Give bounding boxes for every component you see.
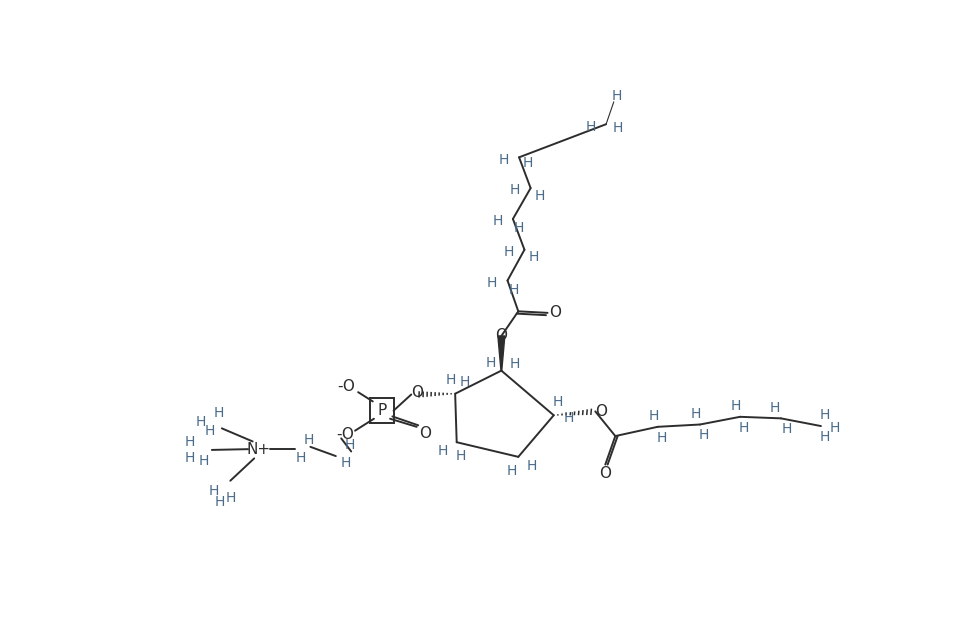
Text: H: H <box>438 444 448 459</box>
Text: H: H <box>770 400 780 415</box>
Text: P: P <box>378 403 386 418</box>
Text: -O: -O <box>338 378 355 394</box>
Text: H: H <box>341 456 351 470</box>
Text: H: H <box>215 495 226 509</box>
Text: H: H <box>295 451 306 465</box>
Text: H: H <box>344 438 355 452</box>
Text: O: O <box>595 404 607 419</box>
Text: H: H <box>586 119 595 133</box>
Text: H: H <box>510 357 521 371</box>
Text: H: H <box>498 153 509 167</box>
Text: H: H <box>819 430 830 444</box>
Text: O: O <box>412 386 423 400</box>
Text: H: H <box>564 410 574 425</box>
Text: H: H <box>304 433 314 447</box>
Text: H: H <box>205 425 215 438</box>
Text: O: O <box>495 328 507 344</box>
Text: H: H <box>691 407 702 421</box>
Text: H: H <box>184 435 195 449</box>
Text: H: H <box>535 189 545 203</box>
Text: H: H <box>819 408 830 422</box>
Text: O: O <box>419 426 431 441</box>
Text: H: H <box>486 356 496 370</box>
Text: H: H <box>612 89 622 103</box>
Text: H: H <box>649 409 659 423</box>
Text: H: H <box>731 399 741 413</box>
Text: H: H <box>527 459 537 473</box>
Text: O: O <box>549 305 561 320</box>
Text: H: H <box>486 276 497 290</box>
Text: H: H <box>510 184 521 197</box>
Text: H: H <box>208 484 219 497</box>
Polygon shape <box>498 336 505 371</box>
Text: H: H <box>514 221 524 235</box>
Text: H: H <box>553 395 562 409</box>
Text: H: H <box>509 283 519 297</box>
Text: H: H <box>504 245 515 259</box>
Text: H: H <box>612 121 623 135</box>
Text: H: H <box>699 428 709 442</box>
Text: H: H <box>782 422 792 436</box>
Text: H: H <box>528 250 539 265</box>
Text: H: H <box>225 491 235 505</box>
Text: H: H <box>657 431 667 444</box>
Text: H: H <box>739 421 749 434</box>
Text: H: H <box>459 375 470 389</box>
Text: H: H <box>446 373 456 387</box>
Text: H: H <box>196 415 206 429</box>
FancyBboxPatch shape <box>370 399 394 423</box>
Text: H: H <box>507 464 518 478</box>
Text: H: H <box>830 421 840 435</box>
Text: O: O <box>599 467 611 481</box>
Text: H: H <box>214 406 224 420</box>
Text: H: H <box>455 449 466 463</box>
Text: H: H <box>198 454 208 468</box>
Text: -O: -O <box>336 427 354 442</box>
Text: H: H <box>184 451 195 465</box>
Text: H: H <box>523 156 533 171</box>
Text: H: H <box>492 214 503 228</box>
Text: N+: N+ <box>247 442 270 457</box>
